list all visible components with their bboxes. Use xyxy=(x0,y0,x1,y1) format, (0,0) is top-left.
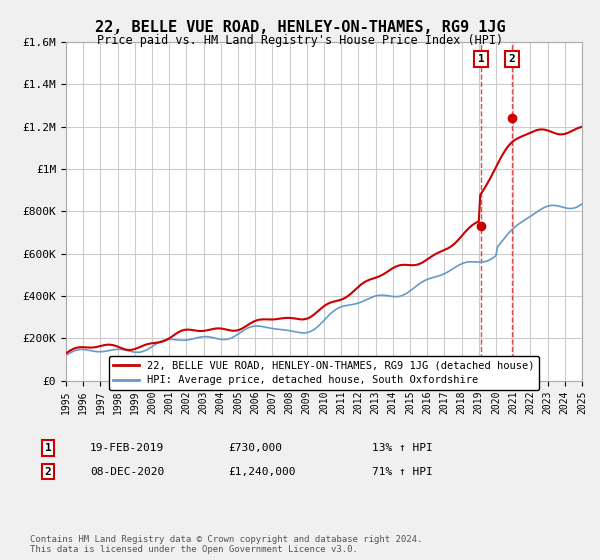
Text: £730,000: £730,000 xyxy=(228,443,282,453)
Text: 2: 2 xyxy=(44,466,52,477)
Text: 08-DEC-2020: 08-DEC-2020 xyxy=(90,466,164,477)
Text: 1: 1 xyxy=(44,443,52,453)
Text: 1: 1 xyxy=(478,54,484,64)
Text: 71% ↑ HPI: 71% ↑ HPI xyxy=(372,466,433,477)
Text: £1,240,000: £1,240,000 xyxy=(228,466,296,477)
Legend: 22, BELLE VUE ROAD, HENLEY-ON-THAMES, RG9 1JG (detached house), HPI: Average pri: 22, BELLE VUE ROAD, HENLEY-ON-THAMES, RG… xyxy=(109,356,539,390)
Text: Contains HM Land Registry data © Crown copyright and database right 2024.
This d: Contains HM Land Registry data © Crown c… xyxy=(30,535,422,554)
Text: 2: 2 xyxy=(508,54,515,64)
Text: 22, BELLE VUE ROAD, HENLEY-ON-THAMES, RG9 1JG: 22, BELLE VUE ROAD, HENLEY-ON-THAMES, RG… xyxy=(95,20,505,35)
Text: 19-FEB-2019: 19-FEB-2019 xyxy=(90,443,164,453)
Text: Price paid vs. HM Land Registry's House Price Index (HPI): Price paid vs. HM Land Registry's House … xyxy=(97,34,503,46)
Text: 13% ↑ HPI: 13% ↑ HPI xyxy=(372,443,433,453)
